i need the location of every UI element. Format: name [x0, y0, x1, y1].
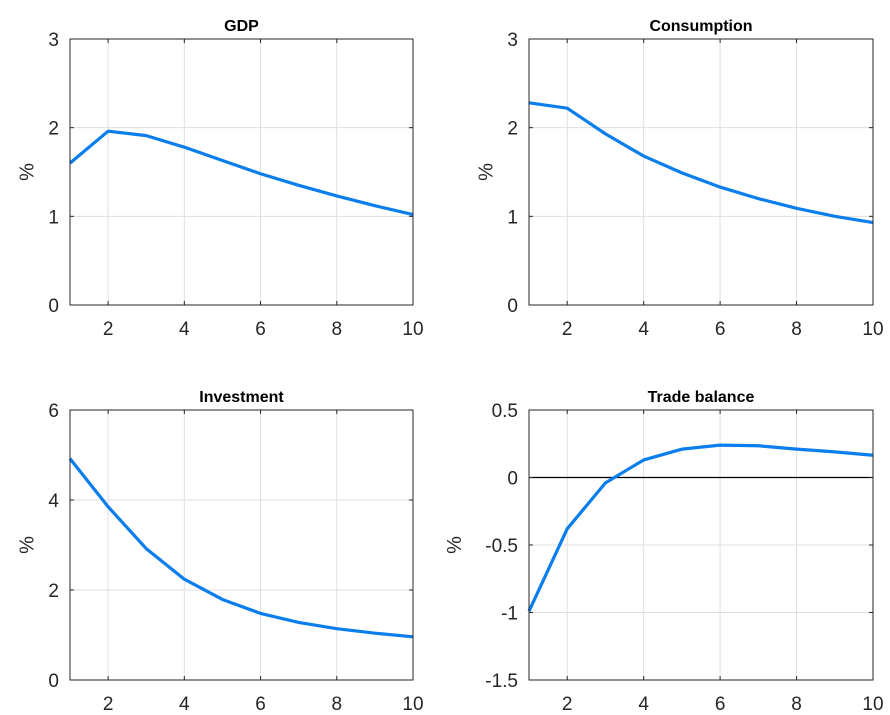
x-tick-label: 2: [103, 694, 114, 715]
x-tick-label: 4: [638, 694, 649, 715]
series-line: [68, 129, 414, 217]
x-tick-label: 2: [562, 319, 573, 340]
subplot-title: Trade balance: [648, 389, 755, 406]
x-tick-label: 4: [179, 319, 190, 340]
y-tick-label: 0: [48, 671, 59, 692]
subplot-title: Consumption: [649, 18, 752, 35]
y-axis-label: %: [17, 163, 39, 181]
y-tick-label: 2: [507, 119, 518, 140]
y-tick-label: 0: [507, 296, 518, 317]
x-tick-label: 8: [331, 694, 342, 715]
x-tick-label: 8: [331, 319, 342, 340]
x-tick-label: 10: [402, 694, 423, 715]
y-tick-label: -1: [501, 604, 518, 625]
x-tick-label: 6: [715, 694, 726, 715]
x-tick-label: 8: [791, 319, 802, 340]
plot-frame: [69, 38, 414, 306]
subplot-title: Investment: [199, 389, 284, 406]
y-axis-label: %: [476, 163, 498, 181]
subplot-3: 2 4 6 8 10 0 2 4 6 Investment%: [17, 389, 424, 715]
y-axis-label: %: [444, 536, 466, 554]
y-tick-label: 2: [48, 581, 59, 602]
x-tick-label: 4: [638, 319, 649, 340]
subplot-title: GDP: [224, 18, 259, 35]
series-line: [527, 443, 874, 612]
y-tick-label: 4: [48, 491, 59, 512]
x-tick-label: 6: [255, 694, 266, 715]
subplot-1: 2 4 6 8 10 0 1 2 3 GDP%: [17, 18, 424, 340]
series-line: [68, 457, 414, 639]
x-tick-label: 8: [791, 694, 802, 715]
y-tick-label: 0: [48, 296, 59, 317]
plot-frame: [528, 38, 874, 306]
x-tick-label: 10: [862, 319, 883, 340]
y-tick-label: 2: [48, 119, 59, 140]
y-tick-label: -0.5: [485, 536, 518, 557]
x-tick-label: 6: [255, 319, 266, 340]
x-tick-label: 10: [862, 694, 883, 715]
x-tick-label: 4: [179, 694, 190, 715]
x-tick-label: 10: [402, 319, 423, 340]
plot-frame: [69, 409, 414, 681]
y-tick-label: 3: [507, 30, 518, 51]
y-tick-label: 6: [48, 401, 59, 422]
y-tick-label: 0: [507, 469, 518, 490]
x-tick-label: 2: [562, 694, 573, 715]
y-tick-label: 1: [48, 207, 59, 228]
y-tick-label: 3: [48, 30, 59, 51]
y-tick-label: 0.5: [492, 401, 518, 422]
subplot-4: 2 4 6 8 10 -1.5 -1 -0.5 0 0.5 Trade balance%: [444, 389, 884, 715]
series-line: [528, 101, 874, 225]
subplot-2: 2 4 6 8 10 0 1 2 3 Consumption%: [476, 18, 884, 340]
y-tick-label: 1: [507, 207, 518, 228]
y-axis-label: %: [17, 536, 39, 554]
x-tick-label: 2: [103, 319, 114, 340]
y-tick-label: -1.5: [485, 671, 518, 692]
x-tick-label: 6: [715, 319, 726, 340]
